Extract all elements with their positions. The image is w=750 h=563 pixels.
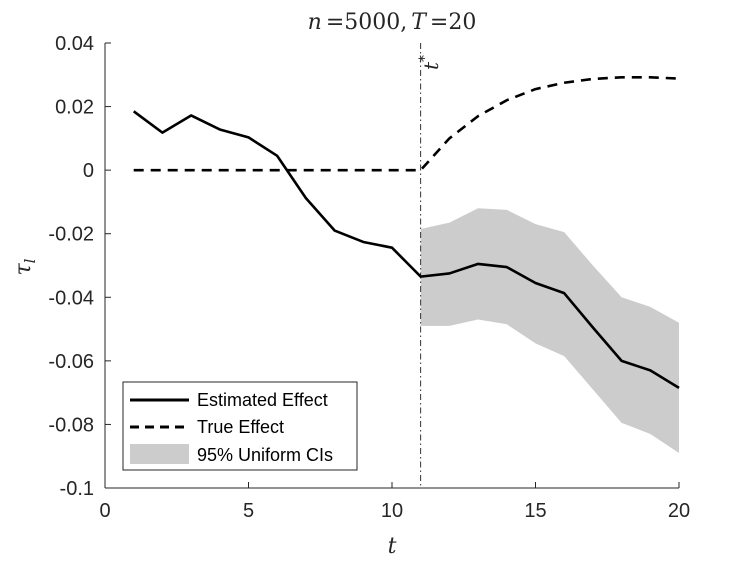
y-tick-label: -0.06 [48, 351, 94, 373]
y-axis-label: τl [11, 258, 39, 275]
series-true-effect [133, 76, 680, 172]
ticks-layer: 0 5 10 15 20 -0.1 -0.08 -0.06 -0.04 -0.02 0 0.02 0.0… [48, 33, 690, 522]
y-tick-label: -0.04 [48, 287, 94, 309]
y-tick-label: -0.08 [48, 414, 94, 436]
series-layer [132, 76, 680, 389]
ci-band-layer [420, 208, 679, 454]
y-tick-label: -0.1 [60, 478, 94, 500]
legend: Estimated Effect True Effect 95% Uniform… [122, 381, 358, 471]
x-axis-label: t [388, 534, 397, 559]
legend-swatch-ci [130, 444, 189, 464]
legend-label-estimated: Estimated Effect [197, 390, 328, 410]
x-tick-label: 0 [99, 500, 110, 522]
svg-text:τl: τl [11, 258, 39, 275]
y-tick-label: -0.02 [48, 224, 94, 246]
chart-title: n =5000, T =20 [308, 10, 477, 35]
vline-label: t* [417, 55, 443, 70]
x-tick-label: 10 [381, 500, 403, 522]
y-tick-label: 0 [83, 160, 94, 182]
series-estimated-effect [132, 110, 680, 389]
x-tick-label: 5 [243, 500, 254, 522]
y-tick-label: 0.02 [55, 97, 94, 119]
legend-label-true: True Effect [197, 417, 284, 437]
ci-band [420, 208, 679, 454]
svg-text:t*: t* [417, 55, 443, 70]
legend-label-ci: 95% Uniform CIs [197, 445, 333, 465]
y-tick-label: 0.04 [55, 33, 94, 55]
x-tick-label: 20 [668, 500, 690, 522]
x-tick-label: 15 [524, 500, 546, 522]
